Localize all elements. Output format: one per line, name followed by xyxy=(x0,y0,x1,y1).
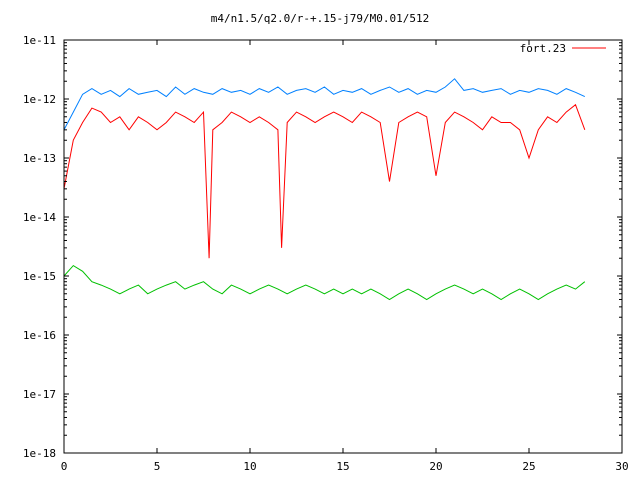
x-tick-label: 25 xyxy=(522,460,535,473)
x-tick-label: 0 xyxy=(61,460,68,473)
y-tick-label: 1e-18 xyxy=(23,447,56,460)
y-tick-label: 1e-12 xyxy=(23,93,56,106)
x-tick-label: 30 xyxy=(615,460,628,473)
plot-frame xyxy=(63,39,623,454)
legend: fort.23 xyxy=(520,42,606,55)
series-line-series-2 xyxy=(63,264,586,301)
series-line-series-1 xyxy=(63,78,586,131)
series-line-fort-23 xyxy=(63,103,586,259)
x-tick-label: 20 xyxy=(429,460,442,473)
y-tick-label: 1e-11 xyxy=(23,34,56,47)
x-tick-label: 15 xyxy=(336,460,349,473)
y-tick-label: 1e-17 xyxy=(23,388,56,401)
x-tick-label: 10 xyxy=(243,460,256,473)
y-tick-label: 1e-14 xyxy=(23,211,56,224)
y-tick-label: 1e-15 xyxy=(23,270,56,283)
chart-title: m4/n1.5/q2.0/r-+.15-j79/M0.01/512 xyxy=(211,12,430,25)
y-tick-label: 1e-13 xyxy=(23,152,56,165)
axis-layer: 0 5 10 15 20 25 30 1e-18 1e-17 1e-16 1e-15 1e-14 1e-… xyxy=(23,34,629,473)
series-layer xyxy=(63,78,586,301)
legend-label-fort-23: fort.23 xyxy=(520,42,566,55)
x-tick-label: 5 xyxy=(154,460,161,473)
y-tick-label: 1e-16 xyxy=(23,329,56,342)
